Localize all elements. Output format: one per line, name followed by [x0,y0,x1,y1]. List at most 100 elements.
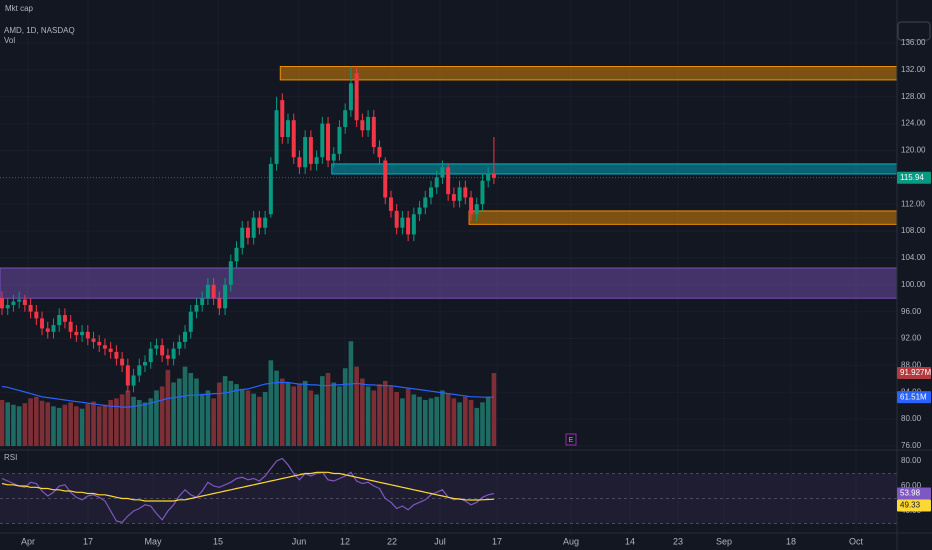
volume-bar [22,403,28,446]
volume-bar [56,407,62,446]
grid [0,0,897,533]
candle-body [486,173,491,181]
y-tick-label: 136.00 [901,38,926,47]
candle-body [469,197,474,215]
price-tag-bg [897,487,931,500]
volume-bar [16,406,22,446]
candle-body [411,214,416,235]
candle-body [360,120,365,131]
candle-body [223,284,228,309]
price-tag: 53.98 [900,489,921,498]
volume-bar [331,382,337,446]
candle-body [120,358,125,366]
candle-body [343,110,348,127]
rsi-tick-label: 80.00 [901,456,922,465]
volume-bar [74,406,79,446]
mkt-cap: Mkt cap [5,4,34,13]
volume-bar [291,386,297,446]
volume-bar [194,378,199,446]
volume-bar [257,396,262,446]
candle-body [371,116,376,148]
y-tick-label: 112.00 [901,199,925,208]
candle-body [240,227,245,248]
zone [0,267,898,299]
rsi-line [1,457,495,523]
volume-title: Vol [4,36,15,45]
price-tag-bg [897,367,931,380]
y-tick-label: 76.00 [901,441,922,450]
candle-body [274,110,279,164]
volume-bar [199,394,205,446]
candle-body [62,315,67,322]
candle-body [423,197,428,208]
candle-body [68,321,73,332]
candle-body [40,318,45,329]
y-tick-label: 132.00 [901,65,926,74]
earnings-label: E [569,437,574,444]
volume-bar [400,398,405,446]
y-tick-label: 88.00 [901,361,922,370]
candle-body [5,304,10,309]
price-tag: 61.51M [900,392,927,401]
candle-body [303,137,308,168]
zone [279,66,898,81]
rsi-title: RSI [4,453,17,462]
volume-bar [485,396,491,446]
candle-body [480,180,485,205]
earnings-box [565,433,577,446]
candle-body [165,355,170,359]
candle-body [326,123,331,161]
settings-button[interactable] [897,21,931,41]
candle-body [0,298,4,309]
x-tick-label: 14 [625,536,635,546]
candle-body [51,325,56,332]
x-tick-label: Jun [292,536,307,546]
volume-bar [234,384,239,446]
candle-body [286,120,290,138]
candle-body [463,187,468,198]
y-tick-label: 92.00 [901,334,922,343]
volume-bar [165,369,171,446]
candle-body [354,73,359,121]
volume-bar [205,390,211,446]
volume-bar [251,393,256,446]
candle-body [308,137,313,164]
volume-bar [222,376,228,446]
price-tag: 91.927M [900,368,931,377]
candle-body [451,194,456,201]
candle-body [125,365,130,386]
volume-bar [320,376,325,446]
volume-bar [457,402,462,446]
candle-body [406,217,411,235]
volume-bar [39,400,45,446]
candle-body [188,311,193,332]
candle-body [348,83,353,111]
volume-bar [428,398,434,446]
candle-body [400,217,405,228]
volume-bar [325,372,331,446]
y-tick-label: 124.00 [901,119,926,128]
candle-body [291,120,296,158]
volume-bar [440,390,445,446]
candle-body [491,173,496,178]
volume-bar [28,398,33,446]
volume-bar [79,408,85,446]
volume-bar [68,402,73,446]
candle-body [217,298,222,309]
volume-bar [62,404,68,446]
price-tag-bg [897,171,931,184]
symbol-title: AMD, 1D, NASDAQ [4,26,75,35]
volume-bar [0,399,5,446]
candle-body [114,351,119,359]
candle-body [446,167,451,195]
volume-bar [342,368,348,446]
volume-bar [417,396,422,446]
candle-body [434,177,439,188]
price-tag-bg [897,391,931,404]
x-tick-label: 18 [786,536,796,546]
x-tick-label: 17 [83,536,93,546]
candle-body [160,345,165,356]
volume-bar [159,386,165,446]
